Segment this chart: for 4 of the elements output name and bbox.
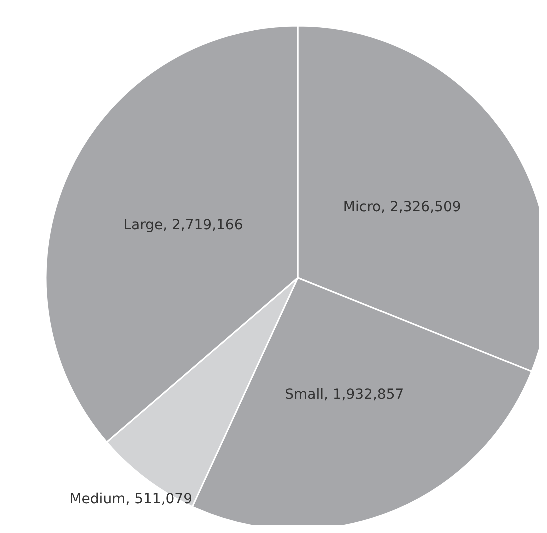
slice-label: Micro, 2,326,509 <box>343 199 462 216</box>
slice-label: Medium, 511,079 <box>70 491 193 508</box>
slice-label: Small, 1,932,857 <box>285 387 404 404</box>
slice-label: Large, 2,719,166 <box>124 217 244 234</box>
